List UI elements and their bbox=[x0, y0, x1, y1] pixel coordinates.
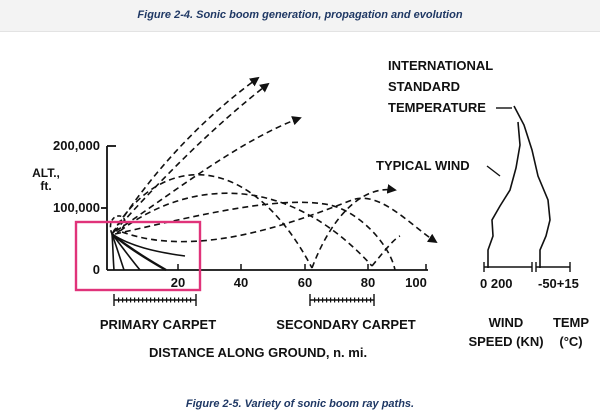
ray-escape-2 bbox=[113, 82, 270, 233]
secondary-carpet: SECONDARY CARPET bbox=[276, 294, 416, 332]
x-tick-label-100: 100 bbox=[405, 275, 427, 290]
y-tick-label-0: 0 bbox=[93, 262, 100, 277]
isa-title-line2: STANDARD bbox=[388, 79, 460, 94]
ray-solid-mid bbox=[111, 233, 141, 271]
ray-arc-low bbox=[114, 201, 396, 271]
ray-arc-secondary-rise bbox=[311, 184, 397, 269]
figure-header-title: Figure 2-4. Sonic boom generation, propa… bbox=[137, 9, 463, 21]
temp-axis-label-line1: TEMP bbox=[553, 315, 589, 330]
x-tick-label-60: 60 bbox=[298, 275, 312, 290]
x-tick-label-80: 80 bbox=[361, 275, 375, 290]
temp-scale-label: -50+15 bbox=[538, 276, 579, 291]
wind-scale-label: 0 200 bbox=[480, 276, 513, 291]
isa-title-line1: INTERNATIONAL bbox=[388, 58, 493, 73]
x-tick-label-20: 20 bbox=[171, 275, 185, 290]
secondary-carpet-label: SECONDARY CARPET bbox=[276, 317, 415, 332]
primary-carpet: PRIMARY CARPET bbox=[100, 294, 216, 332]
y-tick-label-100000: 100,000 bbox=[53, 200, 100, 215]
x-axis-label: DISTANCE ALONG GROUND, n. mi. bbox=[149, 345, 367, 360]
primary-region-highlight bbox=[74, 220, 202, 292]
ray-source-loop bbox=[109, 215, 126, 235]
wind-callout-leader bbox=[486, 165, 501, 177]
ray-arc-secondary-tail bbox=[371, 235, 401, 267]
y-tick-label-200000: 200,000 bbox=[53, 138, 100, 153]
ray-escape-1 bbox=[112, 76, 260, 234]
figure-header: Figure 2-4. Sonic boom generation, propa… bbox=[0, 0, 600, 32]
ray-escape-3 bbox=[115, 116, 302, 232]
ray-paths bbox=[109, 76, 438, 272]
wind-axis-label-line2: SPEED (KN) bbox=[468, 334, 543, 349]
x-axis: 20 40 60 80 100 DISTANCE ALONG GROUND, n… bbox=[107, 264, 428, 360]
ray-arc-far-bounce bbox=[119, 192, 373, 267]
wind-axis-label-line1: WIND bbox=[489, 315, 524, 330]
y-axis: 200,000 100,000 0 ALT., ft. bbox=[32, 138, 116, 277]
atmosphere-profiles: INTERNATIONAL STANDARD TEMPERATURE TYPIC… bbox=[376, 58, 589, 349]
ray-solid-flat bbox=[111, 233, 186, 257]
temperature-profile-line bbox=[513, 105, 551, 268]
temp-axis-label-line2: (°C) bbox=[559, 334, 582, 349]
primary-carpet-label: PRIMARY CARPET bbox=[100, 317, 216, 332]
ray-arc-ducted bbox=[121, 197, 438, 244]
ray-arc-primary-bounce bbox=[111, 173, 313, 269]
x-tick-label-40: 40 bbox=[234, 275, 248, 290]
typical-wind-label: TYPICAL WIND bbox=[376, 158, 470, 173]
ray-solid-vertical bbox=[111, 233, 115, 271]
figure-caption: Figure 2-5. Variety of sonic boom ray pa… bbox=[185, 398, 415, 410]
wind-speed-profile-line bbox=[487, 121, 521, 268]
y-axis-label-line1: ALT., bbox=[32, 166, 60, 180]
isa-title-line3: TEMPERATURE bbox=[388, 100, 486, 115]
y-axis-label-line2: ft. bbox=[40, 179, 51, 193]
